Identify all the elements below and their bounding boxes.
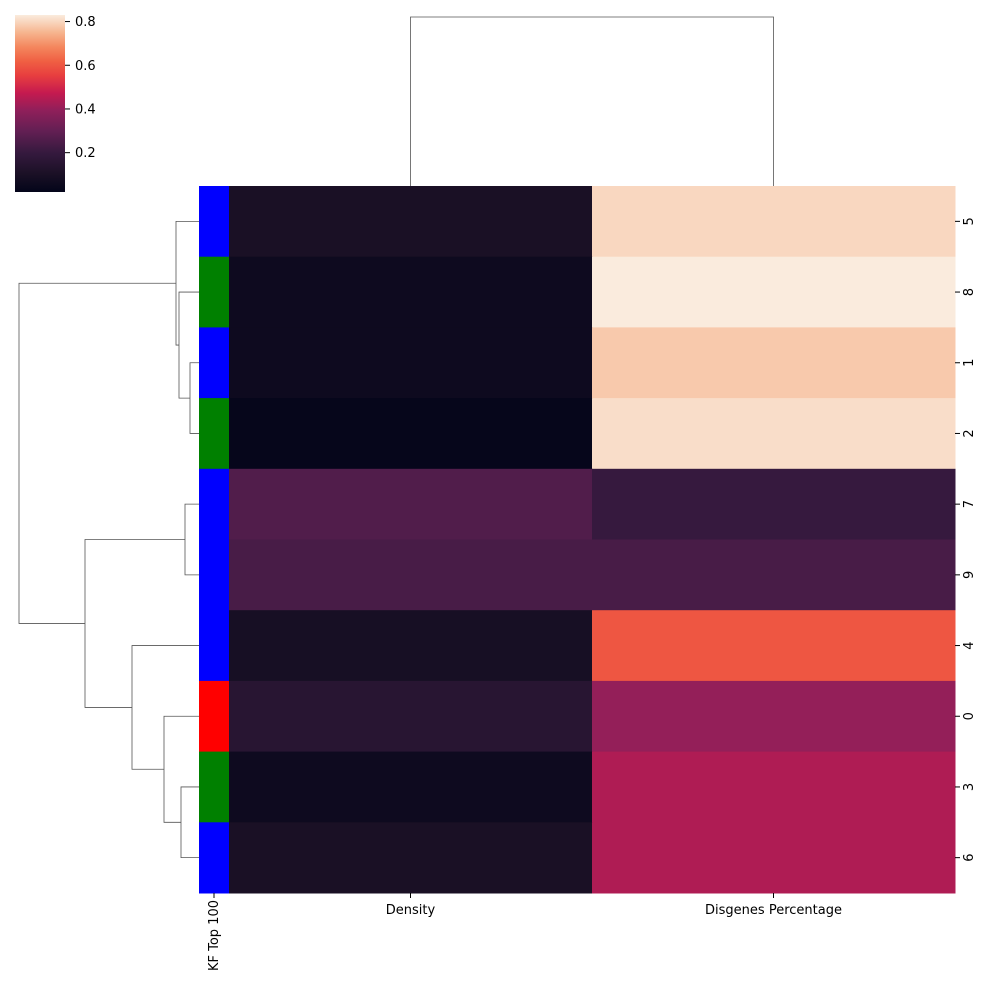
- row-tick-label: 3: [962, 783, 977, 791]
- row-tick-label: 2: [962, 429, 977, 437]
- colorbar-tick-label: 0.2: [75, 146, 96, 161]
- colorbar-gradient: [15, 15, 65, 192]
- row-tick-label: 8: [962, 288, 977, 296]
- heatmap-cell: [592, 398, 956, 470]
- row-color-cell: [199, 186, 229, 258]
- heatmap-cell: [592, 610, 956, 682]
- dendrogram-link: [180, 786, 199, 859]
- dendrogram-link: [18, 282, 176, 624]
- heatmap-cell: [592, 751, 956, 823]
- heatmap-cell: [592, 680, 956, 753]
- column-tick-label: Disgenes Percentage: [705, 903, 842, 918]
- colorbar-tick-label: 0.6: [75, 59, 96, 74]
- dendrogram-link: [189, 362, 199, 434]
- dendrogram-link: [131, 645, 199, 770]
- row-color-strip: [199, 186, 229, 894]
- row-color-cell: [199, 539, 229, 611]
- heatmap-cell: [229, 610, 593, 682]
- row-tick-label: 5: [962, 217, 977, 225]
- heatmap-cell: [229, 680, 593, 753]
- colorbar-tick-label: 0.4: [75, 102, 96, 117]
- row-color-cell: [199, 327, 229, 399]
- row-tick-label: 1: [962, 359, 977, 367]
- row-color-cell: [199, 468, 229, 540]
- row-tick-label: 9: [962, 571, 977, 579]
- heatmap-cell: [229, 327, 593, 399]
- row-color-cell: [199, 398, 229, 470]
- column-tick-label: Density: [386, 903, 436, 918]
- heatmap-cell: [229, 468, 593, 540]
- heatmap-cell: [592, 822, 956, 894]
- row-color-cell: [199, 751, 229, 823]
- heatmap-cell: [229, 398, 593, 470]
- row-tick-label: 4: [962, 641, 977, 649]
- column-tick-labels: Density Disgenes Percentage: [213, 893, 842, 918]
- heatmap-cell: [592, 327, 956, 399]
- heatmap-cells: [229, 186, 956, 894]
- dendrogram-link: [410, 16, 774, 186]
- heatmap-cell: [592, 468, 956, 540]
- dendrogram-link: [84, 539, 185, 708]
- dendrogram-link: [184, 503, 199, 576]
- row-color-cell: [199, 610, 229, 682]
- row-tick-label: 7: [962, 500, 977, 508]
- row-tick-labels: 5 8 1 2 7 9 4 0 3 6: [955, 217, 977, 862]
- column-dendrogram: [410, 16, 774, 186]
- colorbar: 0.2 0.4 0.6 0.8: [15, 15, 96, 192]
- dendrogram-link: [178, 291, 199, 399]
- heatmap-cell: [229, 256, 593, 328]
- row-dendrogram: [18, 220, 199, 859]
- dendrogram-link: [175, 220, 199, 346]
- colorbar-ticks: 0.2 0.4 0.6 0.8: [65, 15, 96, 161]
- row-color-cell: [199, 822, 229, 894]
- row-colors-label: KF Top 100: [207, 900, 222, 971]
- heatmap-cell: [592, 186, 956, 258]
- heatmap-cell: [592, 539, 956, 611]
- heatmap-cell: [229, 751, 593, 823]
- heatmap-cell: [229, 822, 593, 894]
- heatmap-cell: [229, 186, 593, 258]
- row-color-cell: [199, 680, 229, 753]
- row-tick-label: 6: [962, 854, 977, 862]
- dendrogram-link: [163, 715, 199, 823]
- row-tick-label: 0: [962, 712, 977, 720]
- heatmap-cell: [592, 256, 956, 328]
- colorbar-tick-label: 0.8: [75, 15, 96, 30]
- heatmap-cell: [229, 539, 593, 611]
- row-color-cell: [199, 256, 229, 328]
